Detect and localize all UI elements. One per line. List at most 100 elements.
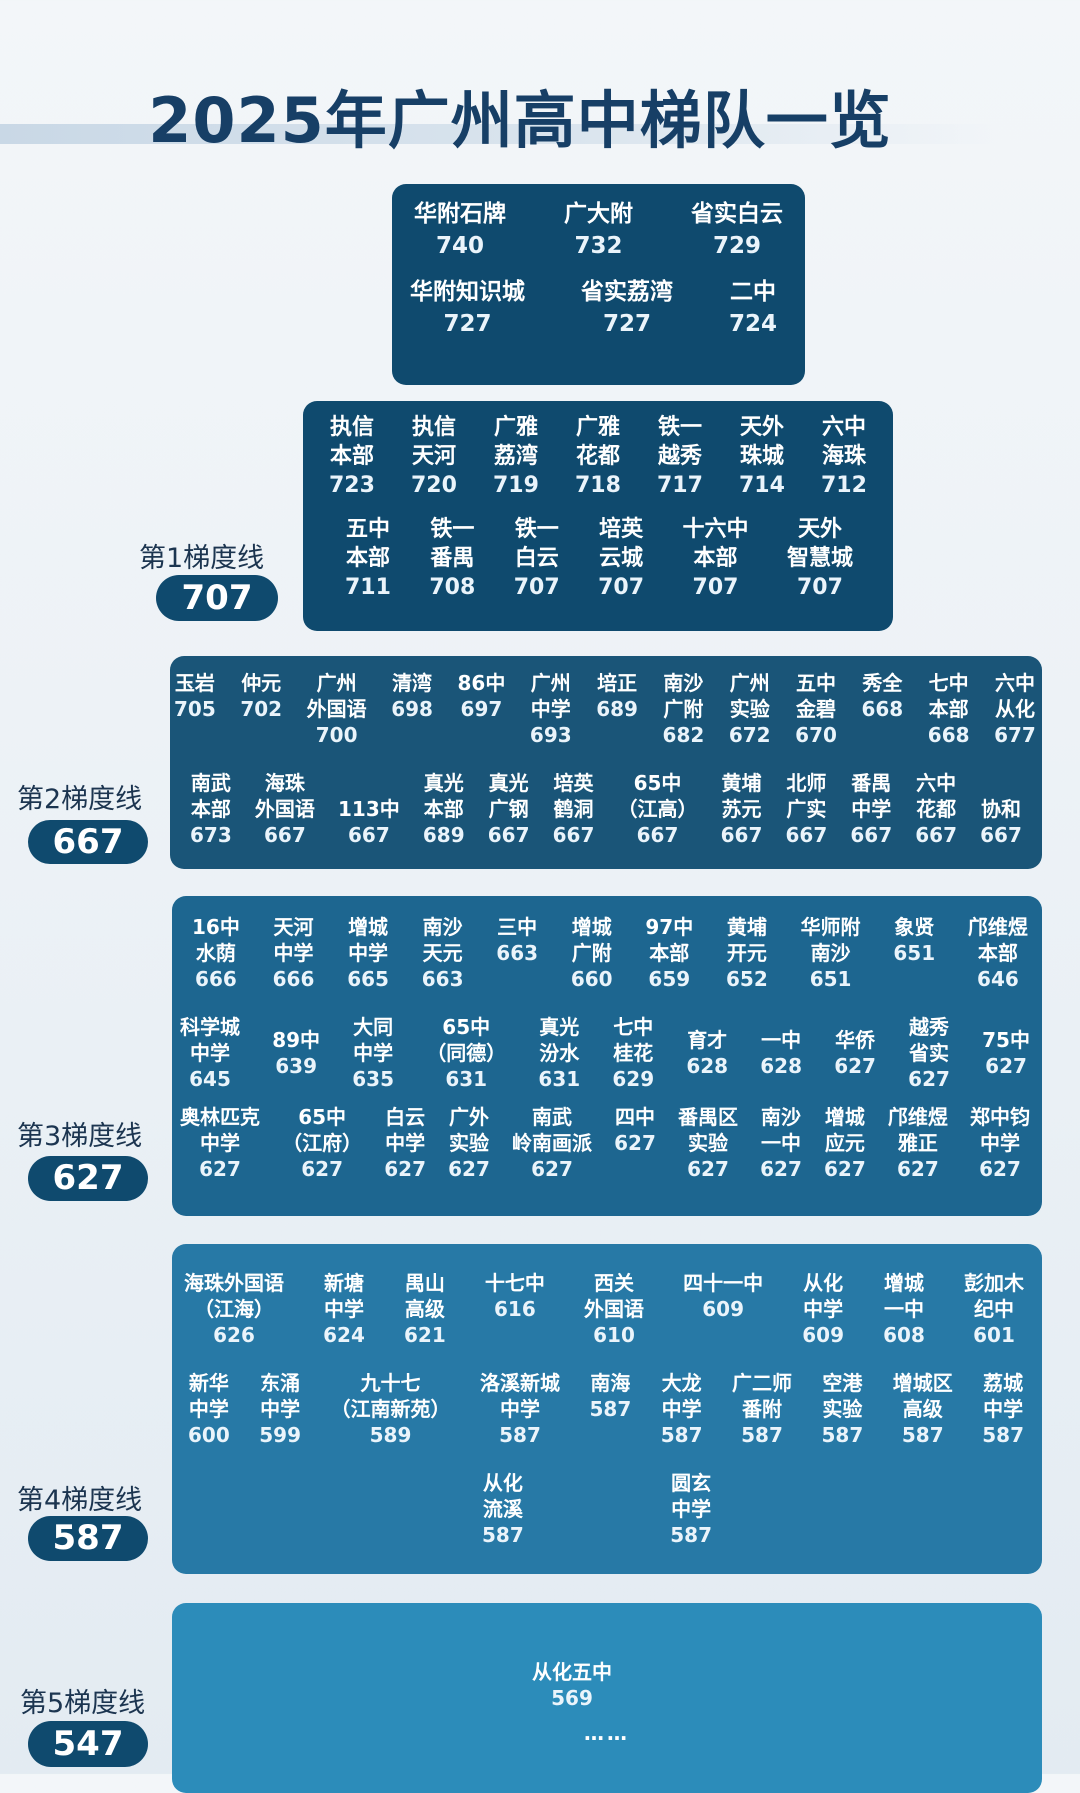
school-score: 666 [272,967,315,991]
school-name: 75中 [982,1028,1030,1052]
school-score: 670 [795,723,837,747]
school-item: 象贤 651 [893,914,935,966]
school-name: 本部 [928,697,969,721]
school-name: 洛溪新城 [480,1371,560,1395]
school-item: 广二师 番附 587 [732,1370,792,1448]
school-name: 广雅 [575,415,620,440]
school-score: 589 [369,1423,412,1447]
tier4-box: 海珠外国语 （江海） 626 新塘 中学 624 禺山 高级 621 十七中 616 西关 外国语 610… [172,1244,1042,1574]
school-name: 中学 [385,1131,426,1155]
school-item: 仲元 702 [240,670,282,722]
school-row: 奥林匹克 中学 627 65中 （江府） 627 白云 中学 627 广外 实验 627 南武 岭南画派 6… [172,1104,1042,1182]
school-name: 四中 [615,1105,655,1129]
school-item: 97中 本部 659 [645,914,693,992]
school-score: 628 [760,1054,803,1078]
school-score: 712 [821,473,867,498]
school-name: 执信 [411,415,456,440]
school-name: 本部 [329,444,374,469]
school-name: 省实荔湾 [580,279,673,305]
school-name: 六中 [994,671,1035,695]
tier1-line-score: 707 [156,575,278,621]
school-score: 667 [348,823,390,847]
school-item: 五中 本部 711 [345,515,391,602]
school-score: 702 [240,697,283,721]
school-item: 东涌 中学 599 [259,1370,301,1448]
school-name: 广外 [449,1105,489,1129]
school-item: 禺山 高级 621 [404,1270,446,1348]
school-name: 广附 [571,941,612,965]
school-name: 金碧 [796,697,837,721]
school-score: 608 [883,1323,925,1347]
school-item: 新华 中学 600 [188,1370,230,1448]
school-name: 岭南画派 [512,1131,592,1155]
school-score: 609 [702,1297,744,1321]
school-item: 真光 广钢 667 [488,770,530,848]
school-score: 587 [982,1423,1024,1447]
school-name: 大同 [353,1015,394,1039]
school-score: 697 [460,697,503,721]
school-score: 627 [384,1157,426,1181]
school-score: 627 [687,1157,729,1181]
school-item: 四中 627 [614,1104,656,1156]
school-item: 海珠外国语 （江海） 626 [184,1270,284,1348]
school-item: 协和 667 [980,770,1022,848]
school-item: 75中 627 [982,1027,1030,1079]
school-row: 五中 本部 711 铁一 番禺 708 铁一 白云 707 培英 云城 707 十六中 本部 707 天外 智慧… [303,515,893,602]
school-name: 实验 [688,1131,728,1155]
school-item: 越秀 省实 627 [908,1014,950,1092]
school-name: 高级 [902,1397,943,1421]
school-name: 本部 [693,546,738,571]
school-score: 627 [824,1157,866,1181]
school-score: 672 [728,723,771,747]
school-name: 培正 [597,671,638,695]
school-row: 新华 中学 600 东涌 中学 599 九十七 （江南新苑） 589 洛溪新城 中学 587 南海 587… [172,1370,1042,1448]
school-score: 727 [602,311,651,337]
school-name: 育才 [687,1028,728,1052]
school-item: 圆玄 中学 587 [670,1470,712,1548]
school-score: 740 [435,233,484,259]
school-item: 番禺区 实验 627 [678,1104,738,1182]
school-item: 秀全 668 [861,670,903,722]
school-item: 培英 云城 707 [598,515,644,602]
school-name: 16中 [192,915,240,939]
school-name: 增城区 [892,1371,953,1395]
school-name: 广附 [663,697,704,721]
school-name: 97中 [645,915,694,939]
school-name: 圆玄 [671,1471,712,1495]
school-score: 667 [487,823,530,847]
school-name: 秀全 [862,671,903,695]
school-name: 实验 [449,1131,489,1155]
school-name: 一中 [761,1131,801,1155]
school-item: 华附知识城 727 [410,276,525,340]
school-score: 682 [662,723,705,747]
school-name: 65中 [442,1015,491,1039]
school-item: 铁一 越秀 717 [657,413,703,500]
school-name: 奥林匹克 [180,1105,260,1129]
school-name: 苏元 [721,797,762,821]
school-score: 673 [190,823,232,847]
school-name: 真光 [423,771,464,795]
school-item: 铁一 番禺 708 [429,515,475,602]
school-item: 三中 663 [496,914,538,966]
school-score: 635 [352,1067,394,1091]
school-item: 铁一 白云 707 [514,515,560,602]
school-name: 九十七 [360,1371,421,1395]
page-title: 2025年广州高中梯队一览 [148,84,892,157]
school-name: 培英 [599,517,644,542]
school-score: 652 [726,967,768,991]
school-name: 邝维煜 [887,1105,948,1129]
school-name: 中学 [983,1397,1024,1421]
tier2-box: 玉岩 705 仲元 702 广州 外国语 700 清湾 698 86中 697 广州 中学 693 培正 68… [170,656,1042,869]
school-item: 89中 639 [272,1027,320,1079]
school-name: 科学城 [180,1015,240,1039]
school-score: 665 [347,967,389,991]
school-score: 631 [445,1067,488,1091]
tier2-line-label: 第2梯度线 [17,784,143,815]
school-item: 六中 从化 677 [994,670,1036,748]
school-name: 本部 [977,941,1018,965]
school-name: 中学 [353,1041,394,1065]
school-name: 中学 [260,1397,301,1421]
school-name: 协和 [981,797,1021,821]
school-item: 空港 实验 587 [822,1370,864,1448]
school-item: 省实白云 729 [691,198,783,262]
